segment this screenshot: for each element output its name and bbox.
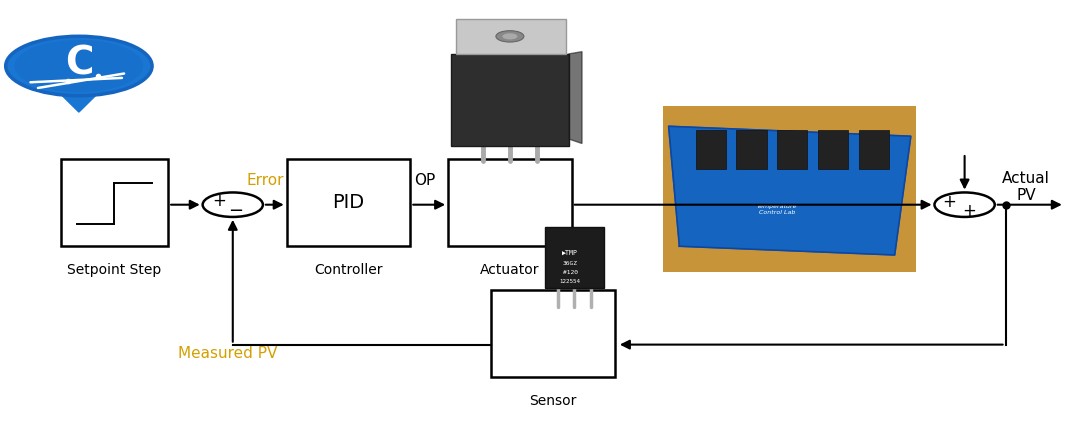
Text: Setpoint Step: Setpoint Step	[67, 263, 162, 277]
Text: Actual
PV: Actual PV	[1002, 171, 1050, 203]
Text: Controller: Controller	[314, 263, 383, 277]
Bar	[696, 130, 726, 169]
Text: PID: PID	[332, 193, 365, 212]
Circle shape	[496, 31, 524, 42]
Bar	[456, 19, 565, 54]
Circle shape	[5, 36, 152, 96]
Bar	[818, 130, 848, 169]
Text: Error: Error	[246, 173, 284, 188]
Bar	[664, 106, 916, 272]
Bar	[777, 130, 807, 169]
Text: Temperature
Control Lab: Temperature Control Lab	[756, 204, 797, 215]
Bar	[737, 130, 766, 169]
Text: ▶TMP: ▶TMP	[562, 250, 578, 256]
Circle shape	[14, 40, 144, 92]
Text: +: +	[213, 192, 227, 210]
Text: OP: OP	[413, 173, 435, 188]
Text: C: C	[65, 45, 93, 83]
Polygon shape	[669, 126, 911, 255]
Polygon shape	[53, 87, 105, 112]
Text: −: −	[229, 202, 244, 220]
Bar	[60, 159, 168, 246]
Text: Sensor: Sensor	[530, 394, 576, 408]
Bar	[451, 54, 569, 146]
Circle shape	[203, 192, 263, 217]
Bar	[287, 159, 410, 246]
Text: +: +	[942, 193, 956, 211]
Bar	[491, 290, 615, 378]
Text: Actuator: Actuator	[480, 263, 540, 277]
Bar	[859, 130, 889, 169]
Polygon shape	[569, 51, 582, 143]
Text: Measured PV: Measured PV	[178, 346, 277, 361]
Bar	[545, 227, 604, 288]
Text: 122554: 122554	[560, 279, 581, 284]
Circle shape	[503, 33, 518, 40]
Text: #120: #120	[562, 270, 577, 275]
Text: +: +	[962, 202, 976, 220]
Text: 36GZ: 36GZ	[562, 261, 577, 266]
Bar	[448, 159, 572, 246]
Circle shape	[934, 192, 995, 217]
